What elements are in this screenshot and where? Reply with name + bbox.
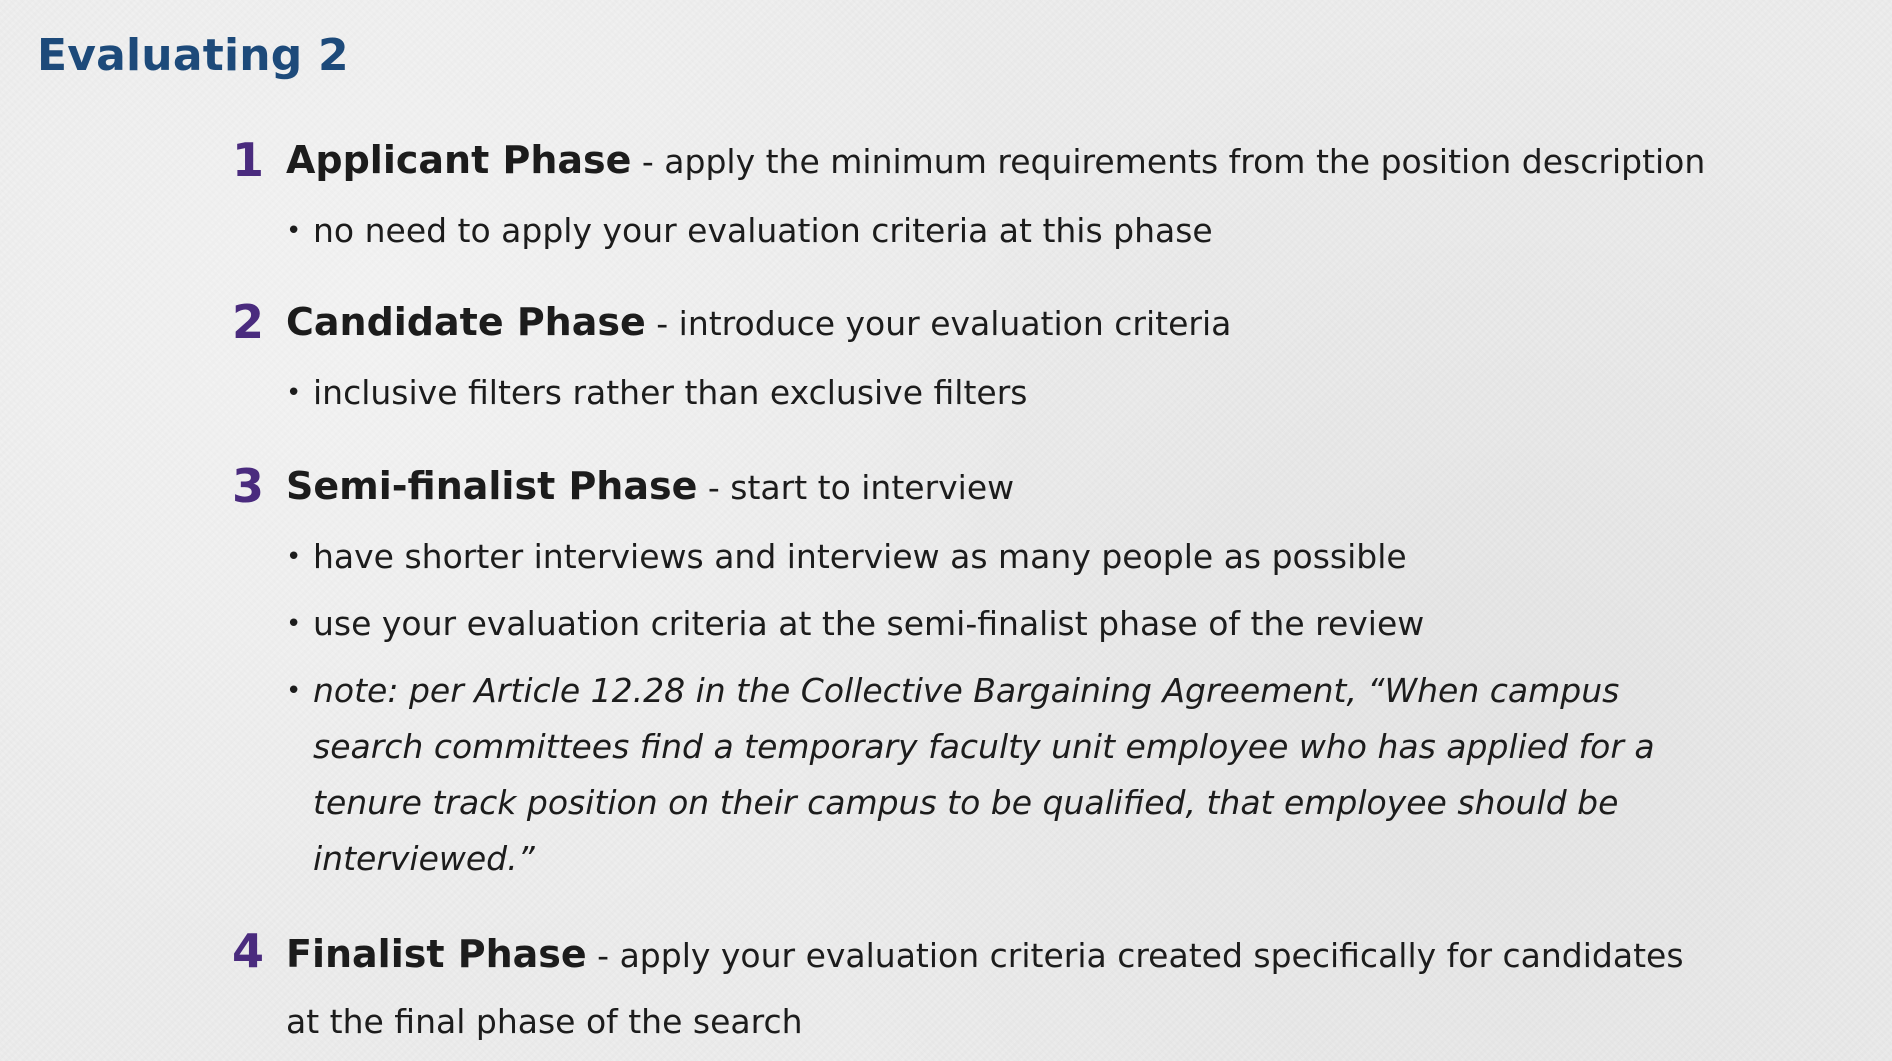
phase-number: 2: [231, 295, 264, 349]
phase-number: 1: [231, 133, 264, 187]
phase-applicant: 1 Applicant Phase - apply the minimum re…: [228, 130, 1748, 259]
phase-number: 4: [231, 924, 264, 978]
phase-candidate: 2 Candidate Phase - introduce your evalu…: [228, 292, 1748, 421]
note-bullet: note: per Article 12.28 in the Collectiv…: [286, 663, 1733, 887]
bullet-item: have shorter interviews and interview as…: [286, 529, 1748, 585]
phase-description: - start to interview: [697, 468, 1015, 507]
phase-description: - apply your evaluation criteria created…: [286, 936, 1684, 1041]
slide-title: Evaluating 2: [37, 30, 349, 81]
phase-heading: Applicant Phase - apply the minimum requ…: [286, 130, 1748, 192]
phase-number: 3: [231, 459, 264, 513]
phase-semi-finalist: 3 Semi-finalist Phase - start to intervi…: [228, 456, 1748, 887]
phase-finalist: 4 Finalist Phase - apply your evaluation…: [228, 921, 1748, 1055]
bullet-item: no need to apply your evaluation criteri…: [286, 203, 1748, 259]
phase-heading: Candidate Phase - introduce your evaluat…: [286, 292, 1748, 354]
phase-name: Candidate Phase: [286, 300, 646, 344]
phase-name: Applicant Phase: [286, 138, 632, 182]
phase-description: - introduce your evaluation criteria: [645, 304, 1232, 343]
bullet-item: use your evaluation criteria at the semi…: [286, 596, 1748, 652]
bullet-list: have shorter interviews and interview as…: [286, 529, 1748, 887]
phase-list: 1 Applicant Phase - apply the minimum re…: [228, 130, 1748, 1055]
phase-heading: Finalist Phase - apply your evaluation c…: [286, 921, 1686, 1055]
bullet-list: no need to apply your evaluation criteri…: [286, 203, 1748, 259]
phase-description: - apply the minimum requirements from th…: [631, 142, 1706, 181]
bullet-item: inclusive filters rather than exclusive …: [286, 365, 1748, 421]
phase-name: Finalist Phase: [286, 932, 587, 976]
bullet-list: inclusive filters rather than exclusive …: [286, 365, 1748, 421]
phase-name: Semi-finalist Phase: [286, 464, 698, 508]
phase-heading: Semi-finalist Phase - start to interview: [286, 456, 1748, 518]
